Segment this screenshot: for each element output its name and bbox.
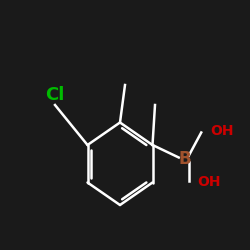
Text: OH: OH (210, 124, 234, 138)
Text: Cl: Cl (45, 86, 64, 104)
Text: B: B (179, 150, 191, 168)
Text: OH: OH (198, 176, 221, 190)
